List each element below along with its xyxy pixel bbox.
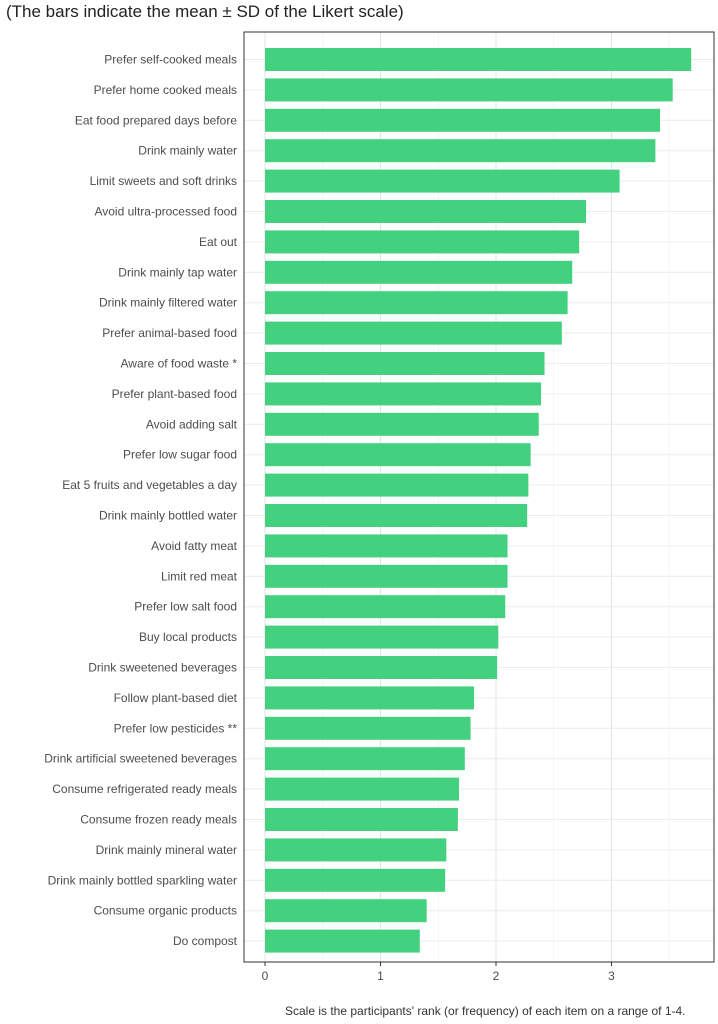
x-tick-label: 2 — [493, 969, 500, 983]
category-label: Eat food prepared days before — [75, 113, 237, 127]
category-label: Drink artificial sweetened beverages — [44, 752, 237, 766]
bar — [265, 200, 587, 223]
bar — [265, 291, 568, 315]
bar — [265, 169, 620, 193]
category-label: Drink mainly bottled water — [99, 509, 237, 523]
bar — [265, 321, 562, 345]
category-label: Consume frozen ready meals — [80, 813, 237, 827]
category-label: Drink mainly mineral water — [96, 843, 237, 857]
category-label: Eat out — [199, 235, 238, 249]
bar — [265, 534, 508, 558]
bar — [265, 382, 542, 406]
bar — [265, 747, 465, 771]
bar — [265, 230, 580, 254]
bar — [265, 716, 471, 740]
category-label: Drink mainly water — [138, 144, 237, 158]
category-label: Prefer self-cooked meals — [104, 53, 237, 67]
chart-title: (The bars indicate the mean ± SD of the … — [6, 2, 404, 21]
category-labels: Prefer self-cooked meals Prefer home cook… — [44, 53, 237, 949]
category-label: Avoid fatty meat — [151, 539, 237, 553]
category-label: Avoid ultra-processed food — [94, 205, 237, 219]
category-label: Prefer home cooked meals — [94, 83, 237, 97]
category-label: Prefer low sugar food — [123, 448, 237, 462]
bar — [265, 777, 460, 801]
category-label: Prefer low pesticides ** — [114, 721, 238, 735]
bar — [265, 564, 508, 588]
footnote: Scale is the participants' rank (or freq… — [285, 1004, 686, 1018]
bar — [265, 352, 545, 375]
plot-panel-border — [243, 31, 715, 963]
bars — [265, 48, 692, 953]
x-tick-label: 3 — [608, 969, 615, 983]
category-label: Prefer animal-based food — [102, 326, 237, 340]
category-label: Follow plant-based diet — [114, 691, 238, 705]
category-label: Drink mainly filtered water — [99, 296, 237, 310]
category-label: Limit sweets and soft drinks — [90, 174, 237, 188]
category-label: Prefer low salt food — [134, 600, 237, 614]
category-label: Aware of food waste * — [120, 357, 237, 371]
bar — [265, 443, 531, 467]
bar — [265, 929, 420, 953]
bar — [265, 656, 498, 679]
category-label: Drink sweetened beverages — [88, 661, 237, 675]
category-label: Eat 5 fruits and vegetables a day — [62, 478, 237, 492]
bar — [265, 139, 656, 163]
category-label: Avoid adding salt — [146, 417, 238, 431]
bar — [265, 808, 458, 831]
category-label: Do compost — [173, 934, 238, 948]
bar — [265, 686, 475, 710]
bar-chart: Prefer self-cooked meals Prefer home cook… — [44, 31, 715, 983]
category-label: Consume refrigerated ready meals — [52, 782, 237, 796]
x-tick-label: 1 — [377, 969, 384, 983]
bar — [265, 473, 529, 497]
bar — [265, 838, 447, 862]
bar — [265, 504, 528, 527]
bar — [265, 48, 692, 71]
bar — [265, 412, 539, 436]
category-label: Drink mainly tap water — [118, 265, 237, 279]
category-label: Buy local products — [139, 630, 237, 644]
category-label: Prefer plant-based food — [112, 387, 237, 401]
category-label: Drink mainly bottled sparkling water — [48, 873, 237, 887]
bar — [265, 625, 499, 649]
category-label: Limit red meat — [161, 569, 238, 583]
x-axis-ticks: 0 1 2 3 — [262, 962, 615, 983]
bar — [265, 108, 661, 132]
category-label: Consume organic products — [94, 904, 237, 918]
bar — [265, 595, 506, 619]
x-tick-label: 0 — [262, 969, 269, 983]
bar — [265, 868, 446, 892]
bar — [265, 899, 427, 923]
bar — [265, 78, 673, 102]
bar — [265, 260, 573, 284]
